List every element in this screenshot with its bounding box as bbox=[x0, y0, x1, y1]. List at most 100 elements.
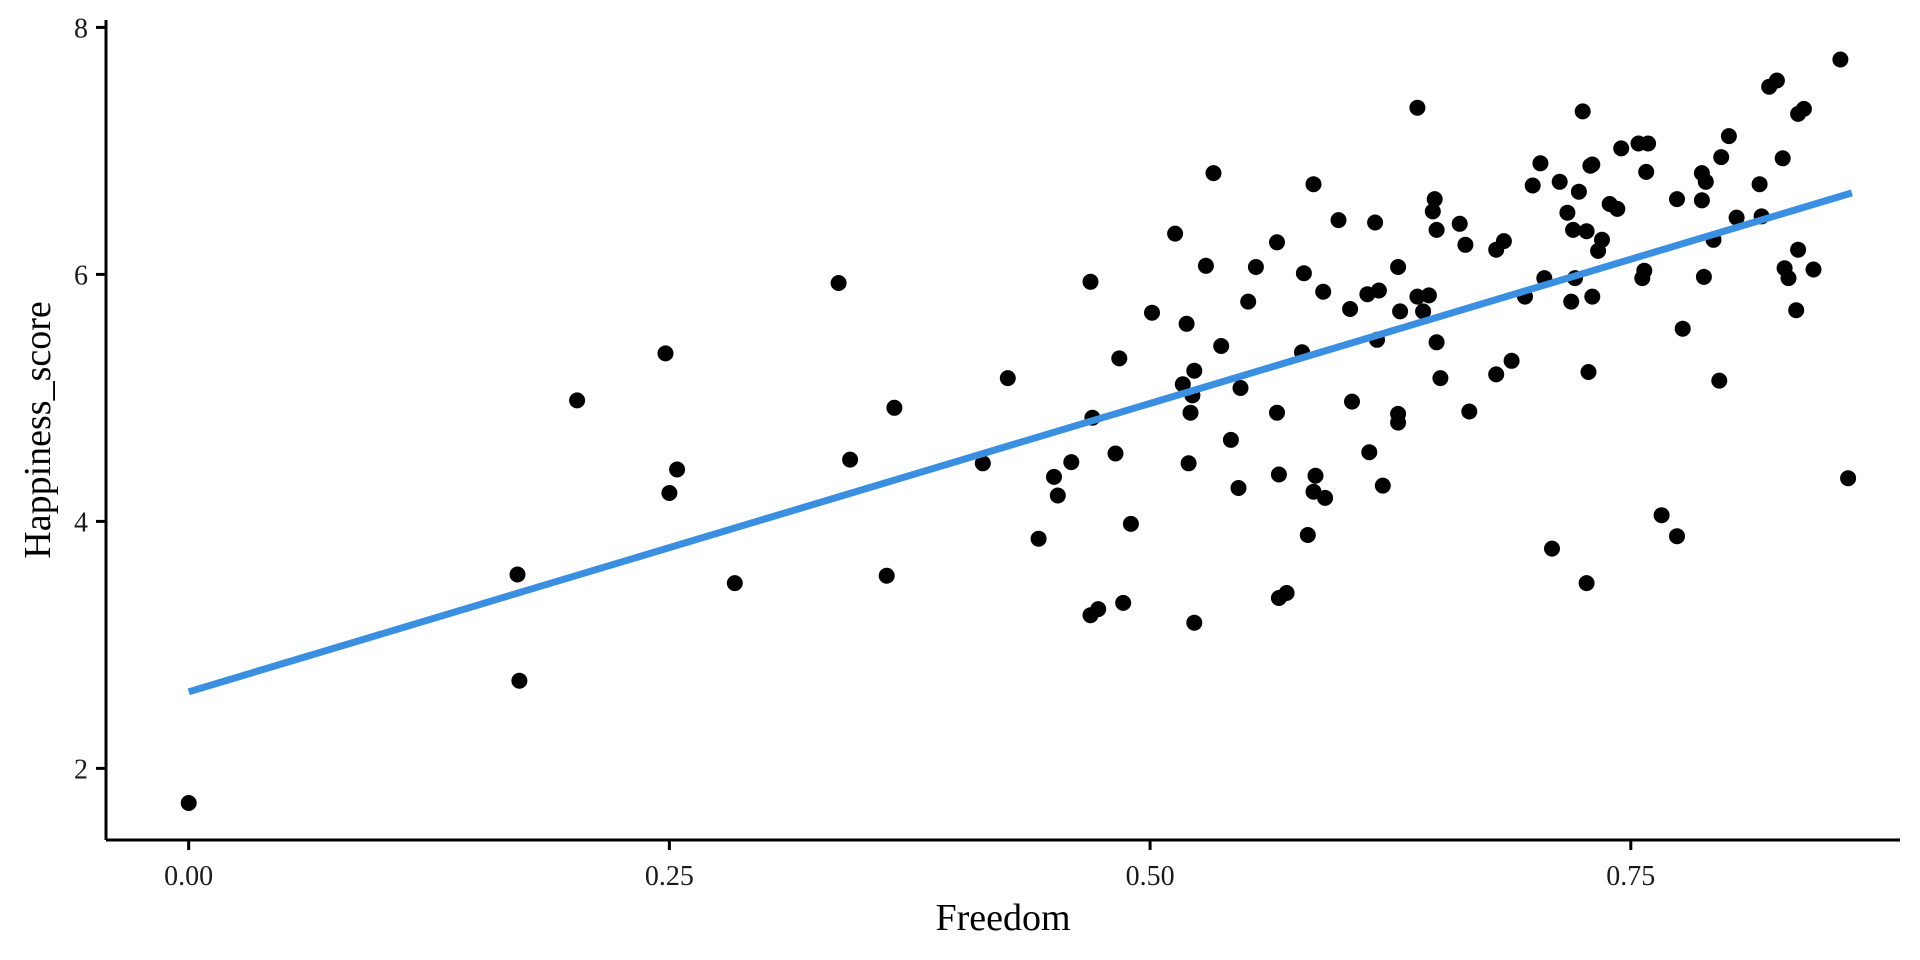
data-point bbox=[511, 672, 528, 689]
data-point bbox=[1711, 372, 1728, 389]
data-point bbox=[1409, 99, 1426, 116]
data-point bbox=[1197, 257, 1214, 274]
data-point bbox=[1559, 204, 1576, 221]
data-point bbox=[1428, 334, 1445, 351]
data-point bbox=[1307, 467, 1324, 484]
data-point bbox=[1049, 487, 1066, 504]
data-point bbox=[1426, 191, 1443, 208]
data-point bbox=[1178, 315, 1195, 332]
data-point bbox=[1551, 173, 1568, 190]
data-point bbox=[1330, 212, 1347, 229]
data-points bbox=[180, 51, 1857, 811]
data-point bbox=[726, 575, 743, 592]
data-point bbox=[1580, 364, 1597, 380]
data-point bbox=[1795, 100, 1812, 117]
data-point bbox=[1720, 128, 1737, 145]
data-point bbox=[1240, 293, 1257, 310]
data-point bbox=[1186, 362, 1203, 379]
y-axis-ticks: 2 4 6 8 bbox=[74, 13, 106, 785]
data-point bbox=[1432, 370, 1449, 387]
data-point bbox=[1230, 480, 1247, 496]
data-point bbox=[1082, 273, 1099, 290]
data-point bbox=[1563, 293, 1580, 310]
y-axis-title: Happiness_score bbox=[17, 301, 59, 558]
data-point bbox=[1728, 209, 1745, 226]
trend-line bbox=[187, 189, 1853, 696]
data-point bbox=[1205, 165, 1222, 182]
data-point bbox=[1640, 135, 1657, 152]
data-point bbox=[1370, 282, 1387, 299]
data-point bbox=[1636, 262, 1653, 279]
data-point bbox=[1122, 515, 1139, 532]
data-point bbox=[1503, 352, 1520, 369]
data-point bbox=[1090, 601, 1107, 618]
y-tick-label: 2 bbox=[74, 754, 88, 785]
data-point bbox=[1344, 393, 1360, 410]
data-point bbox=[1524, 177, 1541, 194]
data-point bbox=[1342, 301, 1359, 317]
data-point bbox=[1115, 594, 1132, 611]
y-tick-label: 8 bbox=[74, 13, 88, 44]
data-point bbox=[1295, 265, 1312, 282]
data-point bbox=[1578, 575, 1595, 592]
data-point bbox=[1751, 176, 1768, 193]
data-point bbox=[1574, 103, 1591, 120]
data-point bbox=[886, 399, 903, 416]
data-point bbox=[180, 795, 197, 811]
data-point bbox=[1805, 261, 1822, 278]
data-point bbox=[1532, 155, 1549, 172]
data-point bbox=[1167, 225, 1184, 242]
data-point bbox=[1565, 221, 1582, 238]
data-point bbox=[1374, 477, 1391, 494]
data-point bbox=[1790, 241, 1807, 258]
data-point bbox=[1461, 403, 1478, 420]
data-point bbox=[669, 461, 686, 478]
data-point bbox=[1144, 304, 1160, 321]
data-point bbox=[1222, 431, 1239, 448]
data-point bbox=[842, 451, 859, 468]
data-point bbox=[1392, 303, 1409, 320]
data-point bbox=[661, 485, 678, 501]
data-point bbox=[657, 345, 674, 362]
data-point bbox=[1299, 527, 1316, 543]
data-point bbox=[1030, 530, 1047, 547]
data-point bbox=[1584, 156, 1601, 173]
data-point bbox=[1180, 455, 1197, 472]
data-point bbox=[1669, 191, 1685, 208]
x-tick-label: 0.00 bbox=[164, 861, 213, 892]
data-point bbox=[1788, 302, 1805, 319]
data-point bbox=[1367, 214, 1384, 231]
data-point bbox=[1317, 489, 1334, 506]
data-point bbox=[1578, 223, 1595, 240]
data-point bbox=[1495, 233, 1512, 250]
data-point bbox=[1584, 288, 1601, 305]
x-tick-label: 0.50 bbox=[1126, 861, 1175, 892]
data-point bbox=[1653, 507, 1670, 524]
data-point bbox=[1609, 200, 1626, 217]
data-point bbox=[878, 567, 895, 584]
data-point bbox=[1390, 414, 1407, 431]
data-point bbox=[1415, 303, 1432, 320]
data-point bbox=[1361, 444, 1378, 461]
data-point bbox=[974, 455, 991, 472]
data-point bbox=[1780, 270, 1797, 287]
data-point bbox=[509, 566, 526, 583]
x-tick-label: 0.75 bbox=[1606, 861, 1655, 892]
data-point bbox=[999, 370, 1016, 387]
data-point bbox=[1832, 51, 1849, 68]
data-point bbox=[1278, 585, 1295, 601]
data-point bbox=[1182, 404, 1199, 421]
data-point bbox=[1232, 380, 1249, 396]
y-tick-label: 4 bbox=[74, 507, 88, 538]
data-point bbox=[1269, 404, 1285, 421]
data-point bbox=[1315, 283, 1332, 300]
data-point bbox=[1840, 470, 1857, 487]
data-point bbox=[1213, 338, 1230, 354]
data-point bbox=[1570, 183, 1587, 200]
data-point bbox=[1424, 203, 1441, 220]
data-point bbox=[1594, 231, 1610, 248]
data-point bbox=[1428, 221, 1445, 238]
data-point bbox=[1613, 140, 1630, 157]
data-point bbox=[1713, 149, 1730, 166]
